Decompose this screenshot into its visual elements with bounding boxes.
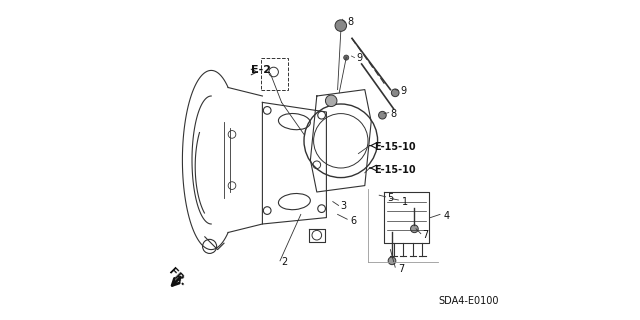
Text: E-15-10: E-15-10 — [374, 142, 416, 152]
Circle shape — [388, 257, 396, 265]
Text: 8: 8 — [347, 17, 353, 28]
Circle shape — [392, 89, 399, 97]
Text: 9: 9 — [357, 52, 363, 63]
Text: 7: 7 — [422, 230, 429, 240]
Text: SDA4-E0100: SDA4-E0100 — [438, 296, 499, 306]
Circle shape — [326, 95, 337, 107]
Text: E-15-10: E-15-10 — [374, 164, 416, 175]
Text: 1: 1 — [402, 196, 408, 207]
Circle shape — [379, 111, 386, 119]
Text: 8: 8 — [390, 108, 397, 119]
Text: 6: 6 — [351, 216, 356, 226]
Text: 5: 5 — [387, 193, 394, 204]
Text: 3: 3 — [340, 201, 347, 212]
Text: FR.: FR. — [167, 266, 188, 288]
Text: E-2: E-2 — [251, 65, 271, 76]
Text: 7: 7 — [398, 264, 404, 274]
Circle shape — [344, 55, 349, 60]
Text: 4: 4 — [443, 211, 449, 221]
Text: 2: 2 — [282, 257, 288, 268]
Circle shape — [335, 20, 347, 31]
Text: 9: 9 — [400, 86, 406, 96]
Circle shape — [411, 225, 419, 233]
